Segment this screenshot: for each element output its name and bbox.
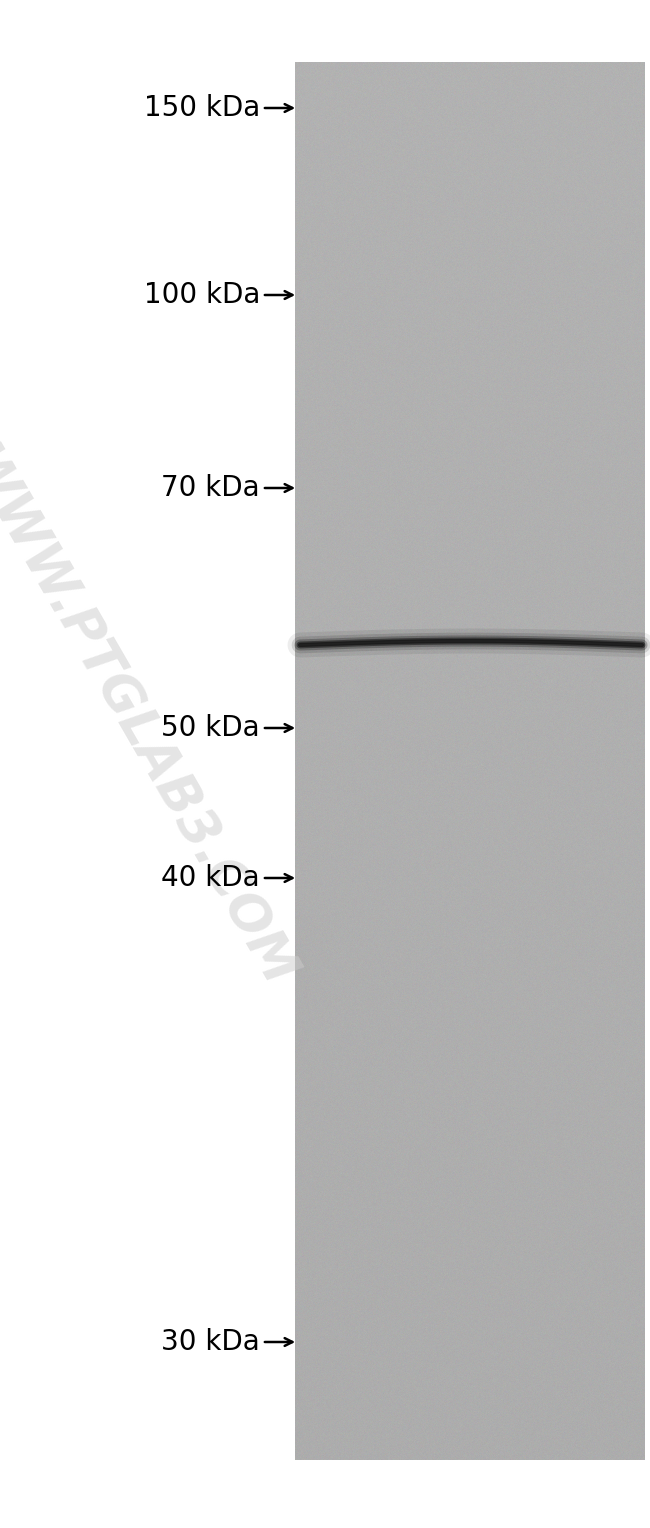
Text: 50 kDa: 50 kDa bbox=[161, 714, 260, 743]
Text: WWW.PTGLAB3.COM: WWW.PTGLAB3.COM bbox=[0, 439, 303, 998]
Text: 70 kDa: 70 kDa bbox=[161, 474, 260, 503]
Text: 150 kDa: 150 kDa bbox=[144, 95, 260, 122]
Text: 30 kDa: 30 kDa bbox=[161, 1328, 260, 1355]
Text: 100 kDa: 100 kDa bbox=[144, 281, 260, 309]
Text: 40 kDa: 40 kDa bbox=[161, 863, 260, 892]
